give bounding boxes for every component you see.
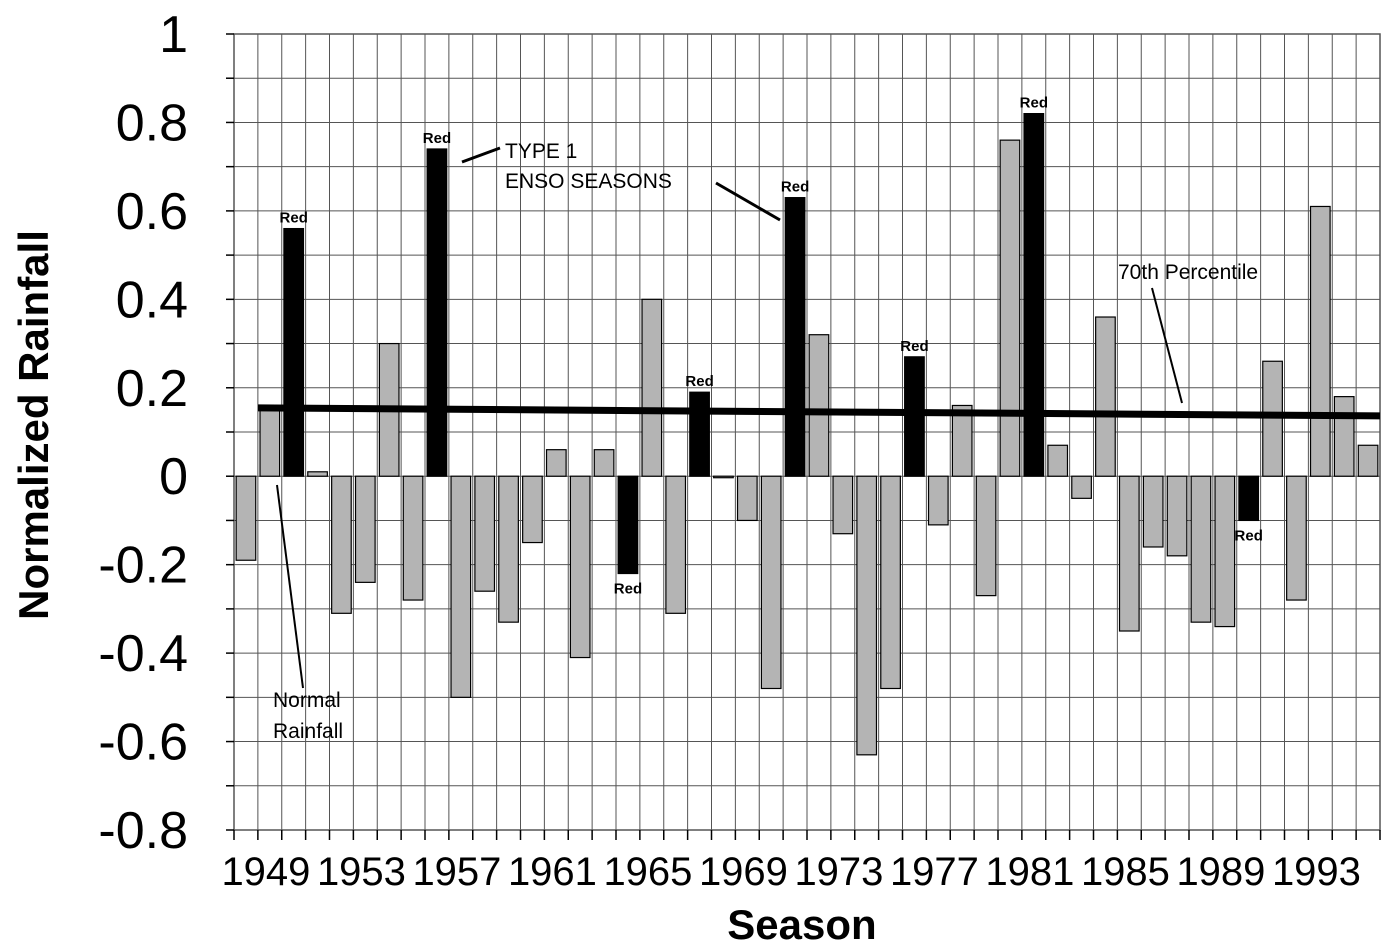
bars-group — [235, 112, 1379, 756]
red-label: Red — [900, 338, 928, 355]
bar-season — [522, 475, 543, 544]
bar-season — [1095, 316, 1116, 477]
bar-season — [593, 449, 615, 477]
bar-season — [1214, 475, 1236, 628]
bar-season — [1286, 475, 1307, 601]
x-tick-label: 1981 — [985, 850, 1074, 894]
annotation-normal-line1: Normal — [273, 689, 341, 712]
percentile-pointer-line — [1151, 287, 1183, 404]
bar-season — [927, 475, 949, 526]
x-tick-label: 1949 — [221, 850, 310, 894]
bar-season — [235, 475, 257, 561]
annotation-percentile: 70th Percentile — [1118, 261, 1258, 284]
bar-season — [307, 471, 328, 477]
y-tick-label: -0.6 — [98, 714, 188, 772]
red-label: Red — [614, 581, 642, 598]
bar-season — [1166, 475, 1188, 557]
bar-season — [713, 475, 734, 479]
bar-season — [641, 298, 663, 477]
x-tick-label: 1993 — [1272, 850, 1361, 894]
x-tick-label: 1989 — [1176, 850, 1265, 894]
y-tick-labels: 1 0.8 0.6 0.4 0.2 0 -0.2 -0.4 -0.6 -0.8 — [98, 6, 188, 860]
bar-season — [951, 404, 973, 477]
bar-season — [975, 475, 997, 597]
bar-season — [331, 475, 352, 614]
y-tick-label: -0.8 — [98, 802, 188, 860]
y-tick-label: 0.6 — [116, 183, 188, 241]
red-label: Red — [781, 179, 809, 196]
y-tick-label: 1 — [159, 6, 188, 64]
red-labels-group: Red Red Red Red Red Red Red Red — [280, 95, 1263, 598]
normal-pointer-line — [276, 484, 304, 689]
y-tick-label: -0.2 — [98, 537, 188, 595]
red-label: Red — [423, 130, 451, 147]
red-label: Red — [685, 373, 713, 390]
red-label: Red — [1235, 527, 1263, 544]
bar-season — [832, 475, 854, 535]
x-tick-labels: 1949 1953 1957 1961 1965 1969 1973 1977 1981 1985… — [221, 850, 1360, 894]
bar-season — [808, 334, 830, 477]
y-tick-label: -0.4 — [98, 625, 188, 683]
annotation-normal-line2: Rainfall — [273, 720, 343, 743]
bar-season — [1190, 475, 1212, 623]
y-axis-title: Normalized Rainfall — [10, 230, 57, 620]
bar-season — [665, 475, 687, 614]
bar-red-season — [904, 356, 925, 477]
bar-season — [1142, 475, 1164, 548]
bar-season — [354, 475, 376, 583]
bar-season — [1262, 360, 1283, 477]
annotation-type1-line2: ENSO SEASONS — [505, 170, 672, 193]
bar-season — [1357, 444, 1379, 477]
bar-season — [736, 475, 758, 522]
x-tick-label: 1965 — [603, 850, 692, 894]
bar-red-season — [617, 475, 639, 575]
annotation-type1-line1: TYPE 1 — [505, 140, 577, 163]
red-label: Red — [280, 210, 308, 227]
x-tick-label: 1969 — [699, 850, 788, 894]
grid-lines — [226, 33, 1381, 840]
seventy-percentile-line — [257, 404, 1381, 420]
bar-season — [1309, 205, 1331, 477]
x-tick-label: 1977 — [890, 850, 979, 894]
y-tick-label: 0.8 — [116, 94, 188, 152]
bar-red-season — [283, 227, 305, 477]
bar-season — [856, 475, 878, 756]
enso-pointer-line — [715, 181, 781, 222]
bar-red-season — [1023, 112, 1045, 477]
bar-red-season — [426, 148, 448, 477]
bar-season — [1047, 444, 1069, 477]
bar-season — [1071, 475, 1092, 499]
bar-season — [498, 475, 519, 623]
bar-season — [1333, 396, 1355, 477]
type1-pointer-line — [461, 146, 501, 164]
bar-red-season — [784, 197, 806, 477]
x-tick-label: 1973 — [794, 850, 883, 894]
x-tick-label: 1957 — [412, 850, 501, 894]
bar-season — [569, 475, 591, 659]
bar-season — [450, 475, 472, 698]
y-tick-label: 0.2 — [116, 360, 188, 418]
x-tick-label: 1953 — [317, 850, 406, 894]
x-tick-label: 1985 — [1081, 850, 1170, 894]
y-tick-label: 0 — [159, 448, 188, 506]
bar-season — [1118, 475, 1140, 632]
x-tick-label: 1961 — [508, 850, 597, 894]
bar-season — [259, 409, 281, 477]
x-axis-title: Season — [727, 901, 876, 948]
bar-red-season — [1238, 475, 1260, 522]
bar-season — [474, 475, 496, 592]
y-tick-label: 0.4 — [116, 271, 188, 329]
bar-season — [402, 475, 424, 601]
red-label: Red — [1020, 95, 1048, 112]
bar-red-season — [689, 391, 710, 477]
bar-season — [545, 449, 567, 477]
bar-season — [999, 139, 1021, 477]
bar-season — [880, 475, 901, 690]
bar-season — [760, 475, 782, 690]
